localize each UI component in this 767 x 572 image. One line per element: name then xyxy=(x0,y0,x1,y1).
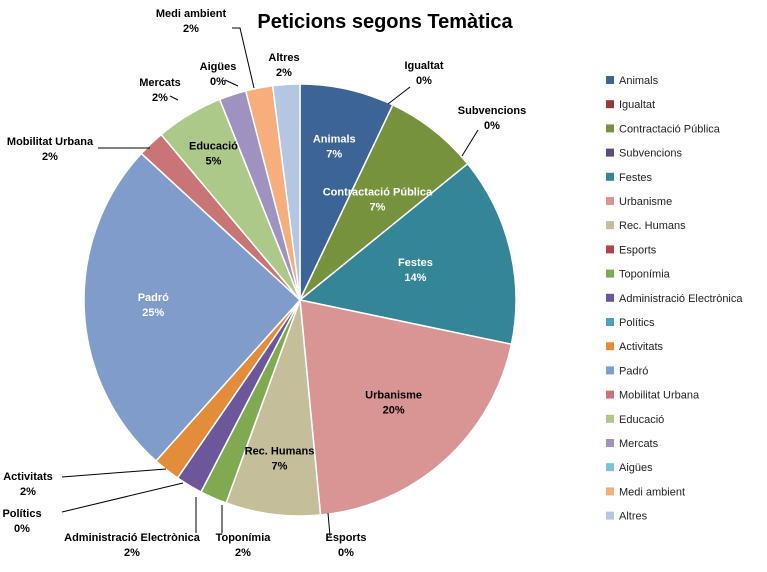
data-label-value-altres: 2% xyxy=(276,67,292,79)
data-label-rec-humans: Rec. Humans xyxy=(245,446,315,458)
legend-label-rec-humans: Rec. Humans xyxy=(619,220,686,232)
data-label-medi-ambient: Medi ambient xyxy=(156,8,227,20)
data-label-value-rec-humans: 7% xyxy=(272,461,288,473)
pie-slices xyxy=(83,83,517,517)
data-label-aigues: Aigües xyxy=(200,61,237,73)
data-label-value-contractacio-publica: 7% xyxy=(369,202,385,214)
slice-urbanisme xyxy=(299,299,513,516)
data-label-animals: Animals xyxy=(313,133,356,145)
legend-swatch-padro xyxy=(606,366,614,375)
data-label-value-politics: 0% xyxy=(14,523,30,535)
data-label-educacio: Educació xyxy=(189,140,238,152)
data-label-altres: Altres xyxy=(268,52,299,64)
legend-label-animals: Animals xyxy=(619,75,659,87)
data-label-politics: Polítics xyxy=(2,508,41,520)
leader-line-activitats xyxy=(61,468,167,478)
legend-label-esports: Esports xyxy=(619,244,657,256)
data-label-value-animals: 7% xyxy=(326,148,342,160)
data-label-esports: Esports xyxy=(326,532,367,544)
legend-swatch-contractacio-publica xyxy=(606,124,614,133)
data-label-festes: Festes xyxy=(398,257,433,269)
leader-line-mercats xyxy=(169,95,179,101)
data-label-value-igualtat: 0% xyxy=(416,75,432,87)
legend-swatch-animals xyxy=(606,76,614,84)
data-label-value-padro: 25% xyxy=(142,307,164,319)
legend-label-altres: Altres xyxy=(619,511,648,523)
chart-title: Peticions segons Temàtica xyxy=(257,11,513,33)
data-label-activitats: Activitats xyxy=(3,471,53,483)
legend-label-subvencions: Subvencions xyxy=(619,148,682,160)
legend-label-urbanisme: Urbanisme xyxy=(619,196,672,208)
legend-swatch-educacio xyxy=(606,414,614,423)
data-label-value-mercats: 2% xyxy=(152,92,168,104)
leader-line-igualtat xyxy=(387,86,411,105)
legend-label-igualtat: Igualtat xyxy=(619,99,655,111)
data-label-value-medi-ambient: 2% xyxy=(183,23,199,35)
slice-festes xyxy=(298,162,517,346)
legend-swatch-urbanisme xyxy=(606,197,614,205)
legend-swatch-rec-humans xyxy=(606,221,614,230)
data-label-padro: Padró xyxy=(138,292,169,304)
slice-padro xyxy=(83,152,302,463)
legend-label-activitats: Activitats xyxy=(619,341,664,353)
legend-swatch-igualtat xyxy=(606,100,614,109)
data-labels: Animals 7% Igualtat 0% Contractació Pública 7… xyxy=(2,8,526,559)
data-label-mercats: Mercats xyxy=(139,77,181,89)
legend-label-mercats: Mercats xyxy=(619,438,659,450)
legend-swatch-politics xyxy=(606,318,614,326)
legend-label-educacio: Educació xyxy=(619,414,664,426)
legend-label-festes: Festes xyxy=(619,172,653,184)
data-label-value-mobilitat-urbana: 2% xyxy=(42,151,58,163)
legend-swatch-toponimia xyxy=(606,269,614,278)
legend-swatch-medi-ambient xyxy=(606,487,614,496)
data-label-urbanisme: Urbanisme xyxy=(365,390,422,402)
data-label-subvencions: Subvencions xyxy=(458,105,526,117)
data-label-value-toponimia: 2% xyxy=(235,547,251,559)
slice-altres xyxy=(271,83,301,301)
legend-label-padro: Padró xyxy=(619,365,648,377)
leader-line-esports xyxy=(327,512,331,537)
leader-lines xyxy=(61,27,479,537)
legend-swatch-altres xyxy=(606,511,614,520)
legend-label-mobilitat-urbana: Mobilitat Urbana xyxy=(619,390,700,402)
data-label-value-educacio: 5% xyxy=(206,155,222,167)
legend-label-politics: Polítics xyxy=(619,317,655,329)
data-label-value-activitats: 2% xyxy=(20,486,36,498)
leader-line-subvencions xyxy=(461,129,479,157)
data-label-mobilitat-urbana: Mobilitat Urbana xyxy=(7,136,94,148)
data-label-value-esports: 0% xyxy=(338,547,354,559)
legend-label-contractacio-publica: Contractació Pública xyxy=(619,123,721,135)
data-label-value-urbanisme: 20% xyxy=(383,405,405,417)
data-label-toponimia: Toponímia xyxy=(216,532,272,544)
data-label-igualtat: Igualtat xyxy=(404,60,443,72)
leader-line-politics xyxy=(61,482,184,513)
legend-label-administracio-electronica: Administració Electrònica xyxy=(619,293,743,305)
legend-swatch-administracio-electronica xyxy=(606,293,614,302)
legend-swatch-subvencions xyxy=(606,148,614,157)
legend-label-toponimia: Toponímia xyxy=(619,269,671,281)
legend-swatch-mercats xyxy=(606,439,614,447)
data-label-value-aigues: 0% xyxy=(210,76,226,88)
legend-swatch-aigues xyxy=(606,463,614,472)
data-label-value-festes: 14% xyxy=(404,272,426,284)
legend-swatch-festes xyxy=(606,172,614,181)
legend-swatch-esports xyxy=(606,245,614,254)
leader-line-medi-ambient xyxy=(232,27,255,89)
data-label-value-subvencions: 0% xyxy=(484,120,500,132)
data-label-value-administracio-electronica: 2% xyxy=(124,547,140,559)
legend-label-aigues: Aigües xyxy=(619,462,653,474)
legend: Animals Igualtat Contractació Pública Subve… xyxy=(606,75,743,523)
legend-swatch-mobilitat-urbana xyxy=(606,390,614,399)
leader-line-aigues xyxy=(224,79,239,87)
data-label-administracio-electronica: Administració Electrònica xyxy=(64,532,201,544)
legend-swatch-activitats xyxy=(606,342,614,351)
legend-label-medi-ambient: Medi ambient xyxy=(619,486,685,498)
data-label-contractacio-publica: Contractació Pública xyxy=(323,187,433,199)
